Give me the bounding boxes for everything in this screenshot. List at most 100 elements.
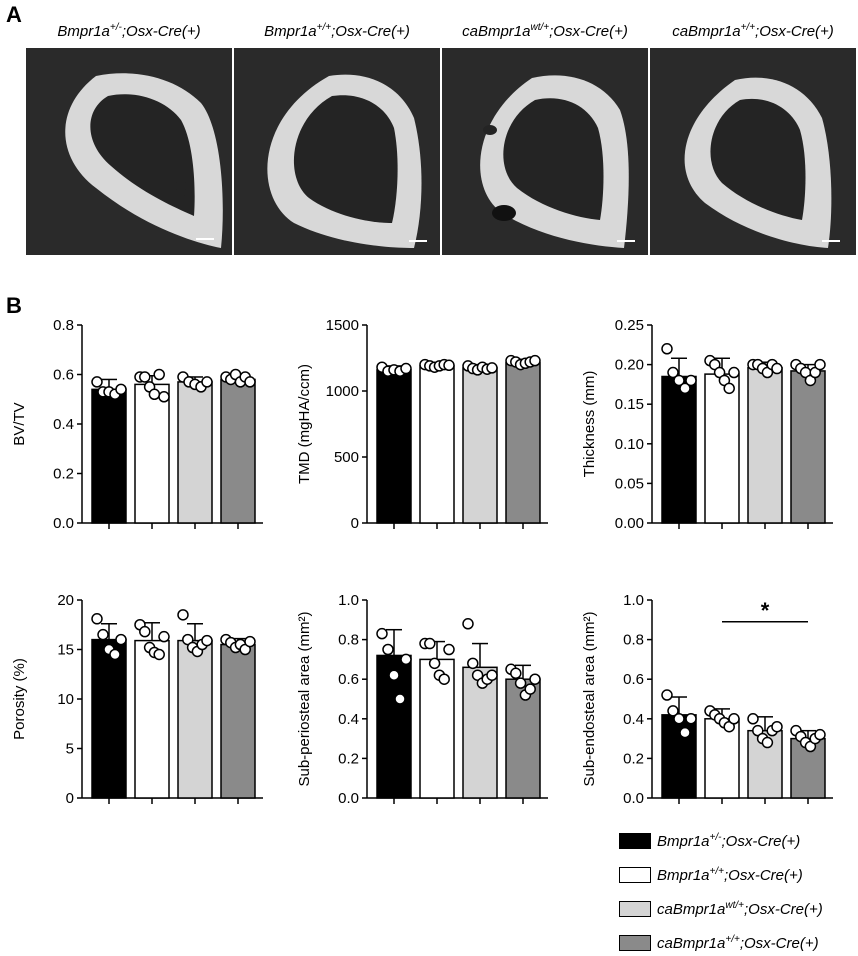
data-point bbox=[510, 667, 522, 680]
bar-4 bbox=[220, 643, 256, 799]
y-tick-label: 0.6 bbox=[338, 671, 359, 688]
bar-4 bbox=[505, 361, 541, 524]
image-label-4: caBmpr1a+/+;Osx-Cre(+) bbox=[672, 22, 834, 40]
data-point bbox=[667, 705, 679, 717]
y-tick-label: 0.2 bbox=[53, 466, 74, 483]
y-axis-label: Sub-periosteal area (mm²) bbox=[296, 611, 313, 786]
bar-3 bbox=[177, 639, 213, 799]
y-tick-label: 1.0 bbox=[623, 592, 644, 609]
image-label-2: Bmpr1a+/+;Osx-Cre(+) bbox=[264, 22, 410, 40]
y-tick-label: 0.25 bbox=[615, 317, 644, 334]
data-point bbox=[761, 736, 774, 749]
data-point bbox=[376, 627, 388, 640]
chart-bvtv: BV/TV 0.0 0.2 0.4 0.6 0.8 bbox=[0, 305, 280, 550]
data-point bbox=[424, 637, 436, 650]
y-tick-label: 0.6 bbox=[53, 367, 74, 384]
chart-subendosteal: Sub-endosteal area (mm²) 0.0 0.2 0.4 0.6 0.8 1… bbox=[570, 580, 858, 825]
legend-swatch-1 bbox=[619, 833, 651, 849]
y-tick-label: 0.8 bbox=[338, 632, 359, 649]
legend-swatch-4 bbox=[619, 935, 651, 951]
y-tick-label: 10 bbox=[57, 691, 74, 708]
bar-4 bbox=[220, 378, 256, 524]
bar-1 bbox=[661, 714, 697, 799]
y-tick-label: 0 bbox=[351, 515, 359, 532]
data-point bbox=[679, 382, 691, 395]
data-point bbox=[443, 643, 455, 656]
y-tick-label: 0.4 bbox=[53, 416, 74, 433]
y-tick-label: 500 bbox=[334, 449, 359, 466]
data-point bbox=[685, 713, 697, 725]
y-tick-label: 20 bbox=[57, 592, 74, 609]
bar-3 bbox=[177, 381, 213, 524]
chart-subperiosteal: Sub-periosteal area (mm²) 0.0 0.2 0.4 0.6 0.8… bbox=[285, 580, 565, 825]
data-point bbox=[400, 653, 412, 666]
data-point bbox=[673, 713, 685, 725]
y-tick-label: 0.00 bbox=[615, 515, 644, 532]
bar-2 bbox=[134, 639, 170, 799]
legend-label-1: Bmpr1a+/-;Osx-Cre(+) bbox=[657, 832, 801, 850]
bar-4 bbox=[790, 370, 826, 524]
legend-swatch-3 bbox=[619, 901, 651, 917]
data-point bbox=[382, 643, 394, 656]
data-point bbox=[158, 391, 170, 403]
legend-item-1: Bmpr1a+/-;Osx-Cre(+) bbox=[615, 830, 855, 854]
y-tick-label: 1.0 bbox=[338, 592, 359, 609]
data-point bbox=[661, 343, 673, 355]
data-point bbox=[139, 625, 151, 638]
y-tick-label: 5 bbox=[66, 741, 74, 758]
bar-1 bbox=[376, 369, 412, 524]
bar-3 bbox=[462, 367, 498, 524]
data-point bbox=[158, 630, 170, 643]
data-point bbox=[529, 354, 541, 367]
microct-image-1 bbox=[26, 48, 232, 255]
data-point bbox=[153, 648, 165, 661]
data-point bbox=[388, 669, 400, 681]
significance-star: * bbox=[761, 598, 770, 623]
bar-2 bbox=[134, 383, 170, 524]
data-point bbox=[462, 618, 474, 630]
data-point bbox=[139, 371, 151, 383]
y-tick-label: 0.4 bbox=[623, 711, 644, 728]
data-point bbox=[814, 358, 826, 371]
y-tick-label: 0.10 bbox=[615, 436, 644, 453]
image-label-1: Bmpr1a+/-;Osx-Cre(+) bbox=[57, 22, 201, 40]
data-point bbox=[486, 362, 498, 374]
data-point bbox=[467, 657, 479, 670]
data-point bbox=[771, 362, 783, 375]
data-point bbox=[400, 362, 412, 375]
data-point bbox=[514, 677, 527, 689]
data-point bbox=[673, 374, 685, 387]
chart-tmd: TMD (mgHA/ccm) 0 500 1000 1500 bbox=[285, 305, 565, 550]
y-tick-label: 0.15 bbox=[615, 396, 644, 413]
chart-porosity: Porosity (%) 0 5 10 15 20 bbox=[0, 580, 280, 825]
data-point bbox=[524, 683, 536, 695]
y-tick-label: 0.0 bbox=[338, 790, 359, 807]
y-axis-label: Porosity (%) bbox=[11, 658, 28, 740]
data-point bbox=[148, 388, 161, 401]
data-point bbox=[394, 693, 406, 705]
y-axis-label: Sub-endosteal area (mm²) bbox=[581, 611, 598, 786]
y-tick-label: 0.2 bbox=[623, 750, 644, 767]
data-point bbox=[91, 376, 103, 388]
microct-image-2 bbox=[234, 48, 440, 255]
y-tick-label: 0 bbox=[66, 790, 74, 807]
image-label-3: caBmpr1awt/+;Osx-Cre(+) bbox=[462, 22, 628, 40]
y-tick-label: 15 bbox=[57, 642, 74, 659]
legend-item-4: caBmpr1a+/+;Osx-Cre(+) bbox=[615, 932, 855, 956]
y-tick-label: 0.8 bbox=[623, 632, 644, 649]
y-tick-label: 0.0 bbox=[53, 515, 74, 532]
y-axis-label: BV/TV bbox=[11, 402, 28, 445]
data-point bbox=[679, 726, 691, 739]
data-point bbox=[486, 669, 498, 681]
legend-label-4: caBmpr1a+/+;Osx-Cre(+) bbox=[657, 934, 819, 952]
panel-letter-b: B bbox=[6, 293, 22, 318]
chart-thickness: Thickness (mm) 0.00 0.05 0.10 0.15 0.20 0.25 bbox=[570, 305, 858, 550]
bar-2 bbox=[704, 718, 740, 799]
data-point bbox=[723, 382, 735, 395]
bar-2 bbox=[704, 373, 740, 524]
data-point bbox=[201, 376, 213, 388]
y-axis-label: TMD (mgHA/ccm) bbox=[296, 364, 313, 484]
data-point bbox=[728, 713, 740, 725]
data-point bbox=[814, 728, 826, 741]
data-point bbox=[667, 366, 679, 379]
